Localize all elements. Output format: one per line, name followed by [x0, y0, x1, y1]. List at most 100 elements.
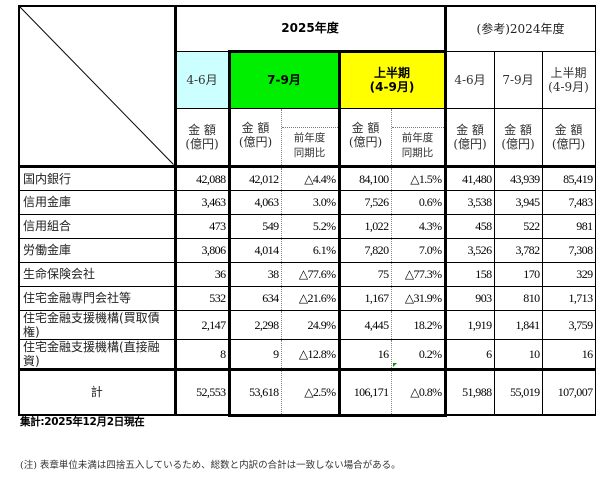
- q1-2024-value: 3,526: [444, 237, 495, 263]
- h1-2024-value: 85,419: [541, 165, 596, 191]
- h1-2025-value: 16: [338, 338, 392, 370]
- q2-2025-header: 7-9月: [227, 49, 341, 109]
- unit-label: 金 額: [241, 120, 270, 135]
- h1-2025-value: 4,445: [338, 309, 392, 340]
- h1-2024-header-line1: 上半期: [550, 65, 587, 80]
- housing-loan-table: 2025年度 (参考)2024年度 4-6月 7-9月 上半期 (4-9月) 4…: [18, 5, 596, 417]
- q2-2025-value: 2,298: [227, 309, 282, 340]
- h1-2025-yoy: △31.9%: [390, 285, 447, 311]
- table-row: 労働金庫 3,806 4,014 6.1% 7,820 7.0% 3,526 3…: [18, 237, 596, 263]
- comment-marker-icon: [393, 363, 397, 367]
- q2-2025-yoy: △12.8%: [280, 338, 341, 370]
- h1-2025-yoy: 0.6%: [390, 189, 447, 215]
- total-q1-2024: 51,988: [444, 367, 495, 416]
- total-row: 計 52,553 53,618 △2.5% 106,171 △0.8% 51,9…: [18, 367, 596, 417]
- q1-2025-header: 4-6月: [174, 50, 230, 109]
- yoy-label-line1: 前年度: [401, 132, 434, 144]
- q2-2025-yoy: △21.6%: [280, 285, 341, 311]
- table-row: 信用組合 473 549 5.2% 1,022 4.3% 458 522 981: [18, 213, 596, 239]
- unit-label: 金 額: [351, 120, 380, 135]
- total-q2-2024: 55,019: [493, 367, 543, 416]
- row-label: 国内銀行: [18, 165, 177, 191]
- q1-2024-value: 903: [444, 285, 495, 311]
- row-label: 労働金庫: [18, 237, 177, 263]
- table-row: 住宅金融支援機構(買取債権) 2,147 2,298 24.9% 4,445 1…: [18, 309, 596, 340]
- table-row: 信用金庫 3,463 4,063 3.0% 7,526 0.6% 3,538 3…: [18, 189, 596, 215]
- q1-2025-value: 2,147: [174, 309, 230, 340]
- h1-2025-value: 84,100: [338, 165, 392, 191]
- q1-2024-value: 458: [444, 213, 495, 239]
- row-label: 住宅金融専門会社等: [18, 285, 177, 311]
- total-q2-2025: 53,618: [227, 367, 282, 417]
- q2-2024-value: 43,939: [493, 165, 543, 191]
- unit-q2-2024: 金 額 (億円): [493, 107, 543, 168]
- unit-label: 金 額: [504, 122, 532, 137]
- q1-2025-value: 36: [174, 261, 230, 287]
- row-label: 生命保険会社: [18, 261, 177, 287]
- h1-2024-value: 1,713: [541, 285, 596, 311]
- q2-2025-yoy: 24.9%: [280, 309, 341, 340]
- total-h1-2025: 106,171: [338, 367, 392, 417]
- total-h1-2025-yoy: △0.8%: [390, 367, 447, 417]
- q2-2025-yoy: 3.0%: [280, 189, 341, 215]
- q2-2024-header: 7-9月: [493, 50, 543, 109]
- q1-2025-value: 42,088: [174, 165, 230, 191]
- q1-2025-value: 532: [174, 285, 230, 311]
- h1-2025-yoy: △77.3%: [390, 261, 447, 287]
- diagonal-line-icon: [20, 7, 174, 165]
- h1-2025-header: 上半期 (4-9月): [338, 49, 447, 109]
- yoy-q2-2025-header: 前年度 同期比: [280, 107, 341, 168]
- q1-2024-header: 4-6月: [444, 50, 495, 109]
- table-row: 生命保険会社 36 38 △77.6% 75 △77.3% 158 170 32…: [18, 261, 596, 287]
- h1-2025-yoy: 7.0%: [390, 237, 447, 263]
- h1-2024-header: 上半期 (4-9月): [541, 50, 596, 109]
- h1-2024-value: 981: [541, 213, 596, 239]
- q2-2024-value: 3,782: [493, 237, 543, 263]
- q2-2024-value: 10: [493, 338, 543, 370]
- yoy-label-line2: 同期比: [401, 147, 434, 159]
- h1-2025-yoy: △1.5%: [390, 165, 447, 191]
- q2-2025-value: 38: [227, 261, 282, 287]
- unit-value: (億円): [348, 134, 383, 149]
- q1-2024-value: 158: [444, 261, 495, 287]
- h1-2024-value: 7,308: [541, 237, 596, 263]
- yoy-label-line1: 前年度: [293, 132, 326, 144]
- q2-2025-value: 4,014: [227, 237, 282, 263]
- fy2024-ref-header: (参考)2024年度: [443, 5, 596, 52]
- unit-h1-2025: 金 額 (億円): [338, 107, 392, 168]
- unit-value: (億円): [551, 136, 586, 151]
- h1-2025-yoy: 18.2%: [390, 309, 447, 340]
- q2-2025-value: 4,063: [227, 189, 282, 215]
- h1-2025-value: 1,022: [338, 213, 392, 239]
- unit-value: (億円): [501, 136, 535, 151]
- q2-2024-value: 3,945: [493, 189, 543, 215]
- table-row: 住宅金融支援機構(直接融資) 8 9 △12.8% 16 0.2% 6 10 1…: [18, 338, 596, 370]
- table-row: 住宅金融専門会社等 532 634 △21.6% 1,167 △31.9% 90…: [18, 285, 596, 311]
- h1-2025-value: 7,526: [338, 189, 392, 215]
- q2-2024-value: 1,841: [493, 309, 543, 340]
- q2-2025-value: 549: [227, 213, 282, 239]
- q1-2024-value: 6: [444, 338, 495, 370]
- unit-h1-2024: 金 額 (億円): [541, 107, 596, 168]
- q1-2024-value: 41,480: [444, 165, 495, 191]
- total-q1-2025: 52,553: [174, 367, 230, 416]
- q2-2025-yoy: 5.2%: [280, 213, 341, 239]
- yoy-label-line2: 同期比: [293, 147, 326, 159]
- unit-value: (億円): [453, 136, 487, 151]
- as-of-date: 集計:2025年12月2日現在: [20, 416, 145, 428]
- footnote: (注) 表章単位未満は四捨五入しているため、総数と内訳の合計は一致しない場合があ…: [20, 460, 401, 471]
- row-label: 住宅金融支援機構(直接融資): [18, 338, 177, 370]
- q2-2024-value: 810: [493, 285, 543, 311]
- h1-2024-header-line2: (4-9月): [548, 79, 589, 94]
- q2-2025-value: 9: [227, 338, 282, 370]
- q2-2025-value: 634: [227, 285, 282, 311]
- h1-2025-value: 75: [338, 261, 392, 287]
- q1-2024-value: 1,919: [444, 309, 495, 340]
- unit-value: (億円): [238, 134, 273, 149]
- unit-value: (億円): [185, 136, 219, 151]
- h1-2025-value: 7,820: [338, 237, 392, 263]
- q2-2025-yoy: △77.6%: [280, 261, 341, 287]
- total-label: 計: [18, 367, 177, 416]
- q1-2025-value: 473: [174, 213, 230, 239]
- q2-2025-yoy: △4.4%: [280, 165, 341, 191]
